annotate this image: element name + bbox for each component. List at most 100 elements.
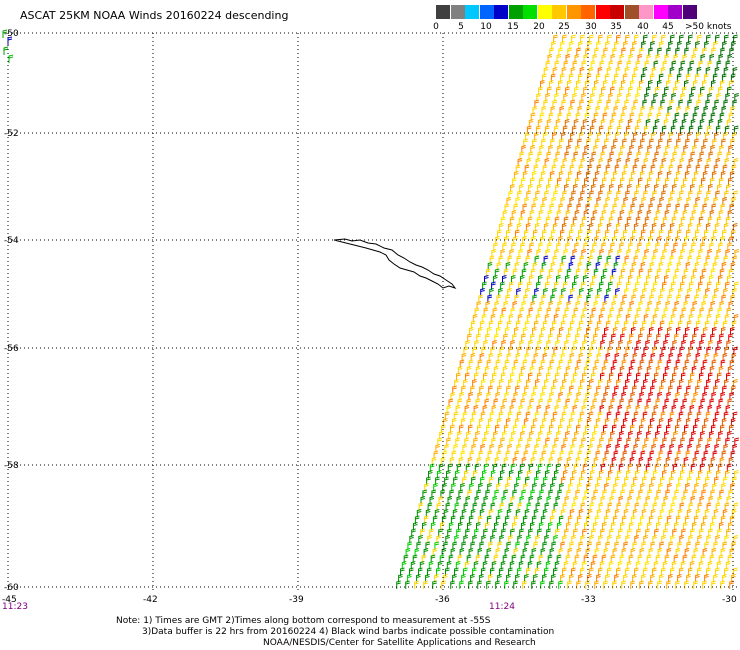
wind-barb — [461, 574, 466, 583]
wind-barb — [597, 223, 603, 232]
wind-barb — [578, 574, 583, 583]
wind-barb — [697, 158, 703, 167]
wind-barb — [686, 385, 691, 394]
wind-barb — [633, 444, 639, 453]
wind-barb — [579, 67, 585, 76]
wind-barb — [580, 190, 585, 199]
wind-barb — [646, 398, 652, 407]
wind-barb — [446, 405, 452, 414]
wind-barb — [638, 489, 644, 498]
wind-barb — [703, 294, 709, 303]
wind-barb — [593, 333, 598, 342]
wind-barb — [651, 223, 657, 232]
wind-barb — [727, 210, 733, 219]
wind-barb — [706, 34, 711, 43]
wind-barb — [635, 470, 640, 479]
wind-barb — [622, 327, 627, 336]
wind-barb — [487, 294, 493, 303]
wind-barb — [592, 210, 598, 219]
wind-barb — [450, 580, 455, 589]
wind-barb — [494, 333, 499, 342]
wind-barb — [637, 554, 643, 563]
wind-barb — [614, 197, 620, 206]
wind-barb — [592, 431, 597, 440]
wind-barb — [729, 548, 735, 557]
wind-barb — [491, 437, 496, 446]
wind-barb — [461, 509, 467, 518]
wind-barb — [654, 496, 660, 505]
wind-barb — [582, 463, 588, 472]
wind-barb — [701, 145, 706, 154]
wind-barb — [659, 509, 665, 518]
wind-barb — [605, 574, 610, 583]
wind-barb — [570, 411, 576, 420]
wind-barb — [562, 346, 568, 355]
wind-barb — [621, 80, 626, 89]
wind-barb — [716, 60, 722, 69]
wind-barb — [506, 229, 511, 238]
wind-barb — [696, 476, 701, 485]
wind-barb — [530, 145, 535, 154]
wind-barb — [542, 574, 547, 583]
legend-swatch — [508, 5, 523, 19]
wind-barb — [680, 281, 685, 290]
wind-barb — [617, 281, 622, 290]
legend-swatch — [682, 5, 697, 19]
wind-barb — [536, 405, 542, 414]
wind-barb — [619, 366, 625, 375]
wind-barb — [627, 184, 632, 193]
wind-barb — [491, 281, 496, 290]
wind-barb — [510, 463, 516, 472]
wind-barb — [678, 223, 684, 232]
wind-barb — [565, 431, 570, 440]
wind-barb — [520, 210, 526, 219]
wind-barb — [621, 236, 626, 245]
wind-barb — [535, 125, 541, 134]
wind-barb — [683, 112, 689, 121]
wind-barb — [574, 431, 579, 440]
wind-barb — [472, 502, 478, 511]
wind-barb — [654, 372, 659, 381]
wind-barb — [684, 203, 690, 212]
legend-label: 25 — [558, 22, 570, 32]
wind-barb — [669, 288, 674, 297]
wind-barb — [511, 554, 517, 563]
wind-barb — [497, 574, 502, 583]
wind-barb — [550, 327, 555, 336]
wind-barb — [513, 236, 518, 245]
wind-barb — [695, 385, 700, 394]
wind-barb — [725, 405, 731, 414]
wind-barb — [522, 392, 528, 401]
wind-barb — [707, 249, 713, 258]
wind-barb — [648, 515, 654, 524]
wind-barb — [614, 41, 619, 50]
legend-label: >50 knots — [685, 22, 732, 32]
wind-barb — [674, 177, 679, 186]
wind-barb — [633, 288, 638, 297]
wind-barb — [647, 177, 652, 186]
wind-barb — [647, 457, 653, 466]
wind-barb — [728, 457, 734, 466]
wind-barb — [495, 424, 500, 433]
wind-barb — [510, 307, 516, 316]
wind-barb — [734, 437, 739, 446]
wind-barb — [603, 392, 609, 401]
wind-barb — [710, 333, 715, 342]
wind-barb — [517, 502, 523, 511]
wind-barb — [621, 548, 627, 557]
wind-barb — [719, 112, 725, 121]
wind-barb — [546, 151, 552, 160]
wind-barb — [536, 93, 541, 102]
wind-barb — [485, 333, 490, 342]
wind-barb — [727, 54, 733, 63]
wind-barb — [647, 489, 653, 498]
wind-barb — [687, 444, 693, 453]
wind-barb — [703, 483, 708, 492]
wind-barb — [445, 535, 450, 544]
wind-barb — [703, 450, 709, 459]
wind-barb — [515, 574, 520, 583]
wind-barb — [727, 242, 732, 251]
wind-barb — [661, 125, 667, 134]
wind-barb — [702, 171, 708, 180]
wind-barb — [686, 574, 691, 583]
